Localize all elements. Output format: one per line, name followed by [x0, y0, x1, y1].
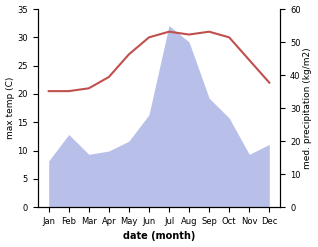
Y-axis label: med. precipitation (kg/m2): med. precipitation (kg/m2) [303, 47, 313, 169]
X-axis label: date (month): date (month) [123, 231, 195, 242]
Y-axis label: max temp (C): max temp (C) [5, 77, 15, 139]
